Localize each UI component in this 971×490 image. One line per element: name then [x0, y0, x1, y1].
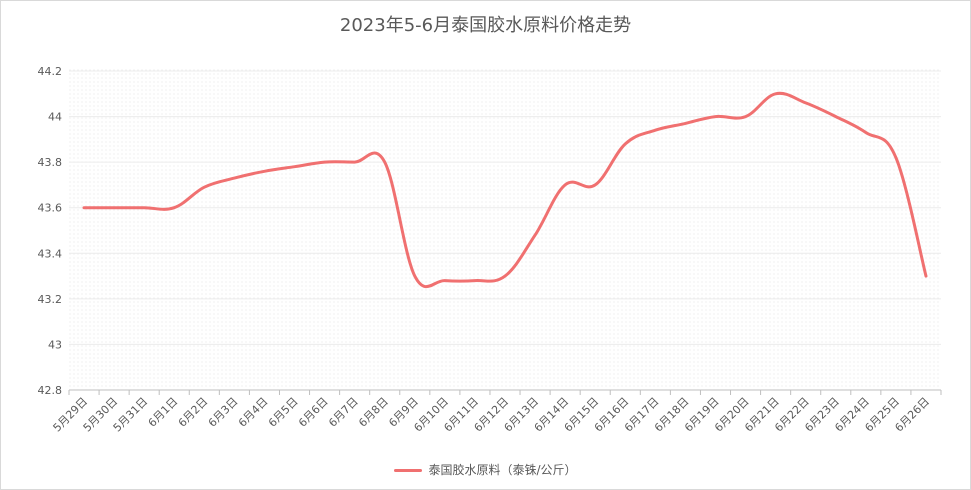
- data-point[interactable]: [653, 128, 657, 132]
- data-point[interactable]: [713, 115, 717, 119]
- data-point[interactable]: [473, 279, 477, 283]
- data-point[interactable]: [864, 131, 868, 135]
- x-tick-label: 6月2日: [176, 395, 211, 430]
- data-point[interactable]: [353, 160, 357, 164]
- data-point[interactable]: [623, 142, 627, 146]
- data-point[interactable]: [563, 183, 567, 187]
- x-tick-label: 6月3日: [206, 395, 241, 430]
- y-tick-label: 42.8: [38, 384, 63, 397]
- x-tick-label: 6月1日: [146, 395, 181, 430]
- data-point[interactable]: [262, 169, 266, 173]
- legend-swatch: [394, 469, 423, 472]
- data-point[interactable]: [683, 121, 687, 125]
- chart-title: 2023年5-6月泰国胶水原料价格走势: [339, 15, 632, 36]
- data-point[interactable]: [834, 115, 838, 119]
- y-tick-label: 44: [48, 111, 62, 124]
- series-group: [82, 91, 928, 289]
- data-point[interactable]: [774, 92, 778, 96]
- y-tick-label: 43: [48, 338, 62, 351]
- data-point[interactable]: [142, 206, 146, 210]
- x-tick-label: 6月8日: [356, 395, 391, 430]
- x-tick-label: 6月5日: [266, 395, 301, 430]
- y-tick-label: 43.2: [38, 293, 63, 306]
- gridlines: [69, 70, 941, 391]
- data-point[interactable]: [503, 274, 507, 278]
- legend-label: 泰国胶水原料（泰铢/公斤）: [428, 463, 577, 477]
- data-point[interactable]: [293, 165, 297, 169]
- data-point[interactable]: [804, 101, 808, 105]
- y-tick-label: 44.2: [38, 65, 63, 78]
- y-axis-tick-labels: 42.8 43 43.2 43.4 43.6 43.8 44 44.2: [38, 65, 63, 397]
- data-point[interactable]: [82, 206, 86, 210]
- x-axis-tick-labels: 5月29日5月30日5月31日6月1日6月2日6月3日6月4日6月5日6月6日6…: [51, 395, 933, 435]
- data-point[interactable]: [202, 185, 206, 189]
- plot-area-background: [69, 69, 941, 390]
- data-point[interactable]: [112, 206, 116, 210]
- y-tick-label: 43.4: [38, 247, 63, 260]
- data-point[interactable]: [744, 115, 748, 119]
- data-point[interactable]: [383, 160, 387, 164]
- x-tick-label: 6月4日: [236, 395, 271, 430]
- series-line[interactable]: [82, 91, 928, 289]
- x-tick-label: 6月7日: [326, 395, 361, 430]
- data-point[interactable]: [443, 279, 447, 283]
- legend[interactable]: 泰国胶水原料（泰铢/公斤）: [1, 461, 970, 478]
- data-point[interactable]: [323, 160, 327, 164]
- data-point[interactable]: [593, 183, 597, 187]
- data-point[interactable]: [894, 156, 898, 160]
- data-point[interactable]: [413, 274, 417, 278]
- y-tick-label: 43.6: [38, 202, 63, 215]
- x-axis: [68, 390, 942, 395]
- data-point[interactable]: [924, 274, 928, 278]
- data-point[interactable]: [232, 176, 236, 180]
- data-point[interactable]: [172, 206, 176, 210]
- y-tick-label: 43.8: [38, 156, 63, 169]
- x-tick-label: 6月6日: [296, 395, 331, 430]
- data-point[interactable]: [533, 233, 537, 237]
